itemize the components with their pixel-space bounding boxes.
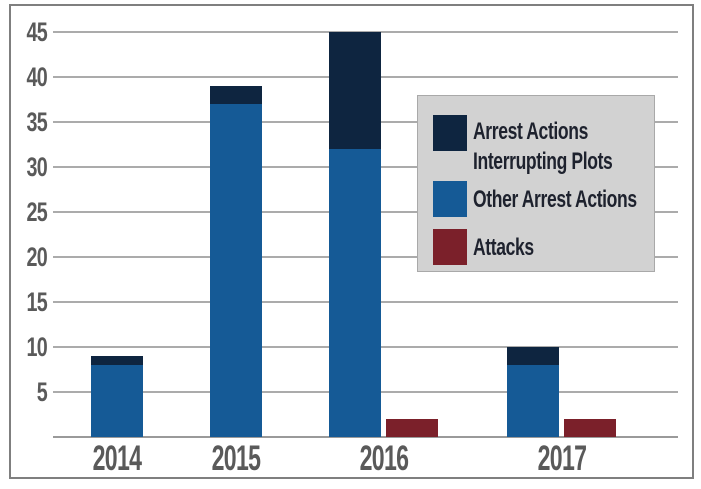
y-axis-tick-label: 10 <box>26 332 48 362</box>
x-axis-label-2015: 2015 <box>211 439 261 478</box>
legend-swatch-dark-red <box>433 229 467 265</box>
y-axis-tick-label: 15 <box>26 287 48 317</box>
legend-label-line: Other Arrest Actions <box>473 186 637 213</box>
y-axis-tick-label: 30 <box>26 152 48 182</box>
bar-2014-arrest-actions-interrupting-plots <box>91 356 143 365</box>
x-axis-line <box>53 436 678 438</box>
x-axis-label-2017: 2017 <box>537 439 586 478</box>
x-axis-label-2014: 2014 <box>92 439 142 478</box>
bar-2017-arrest-actions-interrupting-plots <box>507 347 559 365</box>
y-axis-tick-label: 20 <box>26 242 48 272</box>
legend-label-line: Attacks <box>473 234 534 261</box>
legend-label-line: Arrest Actions <box>473 118 588 145</box>
legend-swatch-navy <box>433 115 467 151</box>
bar-2014-other-arrest-actions <box>91 365 143 437</box>
y-axis-tick-label: 40 <box>26 62 48 92</box>
y-axis-tick-label: 35 <box>26 107 48 137</box>
legend-label: Attacks <box>473 233 534 263</box>
bar-2017-attacks <box>564 419 616 437</box>
bar-2016-other-arrest-actions <box>329 149 381 437</box>
legend-label: Arrest Actions Interrupting Plots <box>473 117 613 177</box>
y-axis-tick-label: 45 <box>26 17 48 47</box>
y-axis-tick-label: 5 <box>36 377 48 407</box>
legend-label-line: Interrupting Plots <box>473 148 613 175</box>
bar-2016-attacks <box>386 419 438 437</box>
legend-swatch-blue <box>433 181 467 217</box>
legend: Arrest Actions Interrupting Plots Other … <box>417 95 655 272</box>
y-axis-tick-label: 25 <box>26 197 48 227</box>
bar-2017-other-arrest-actions <box>507 365 559 437</box>
bar-2015-other-arrest-actions <box>210 104 262 437</box>
x-axis-label-2016: 2016 <box>359 439 408 478</box>
bar-2016-arrest-actions-interrupting-plots <box>329 32 381 149</box>
bar-2015-arrest-actions-interrupting-plots <box>210 86 262 104</box>
legend-label: Other Arrest Actions <box>473 185 637 215</box>
